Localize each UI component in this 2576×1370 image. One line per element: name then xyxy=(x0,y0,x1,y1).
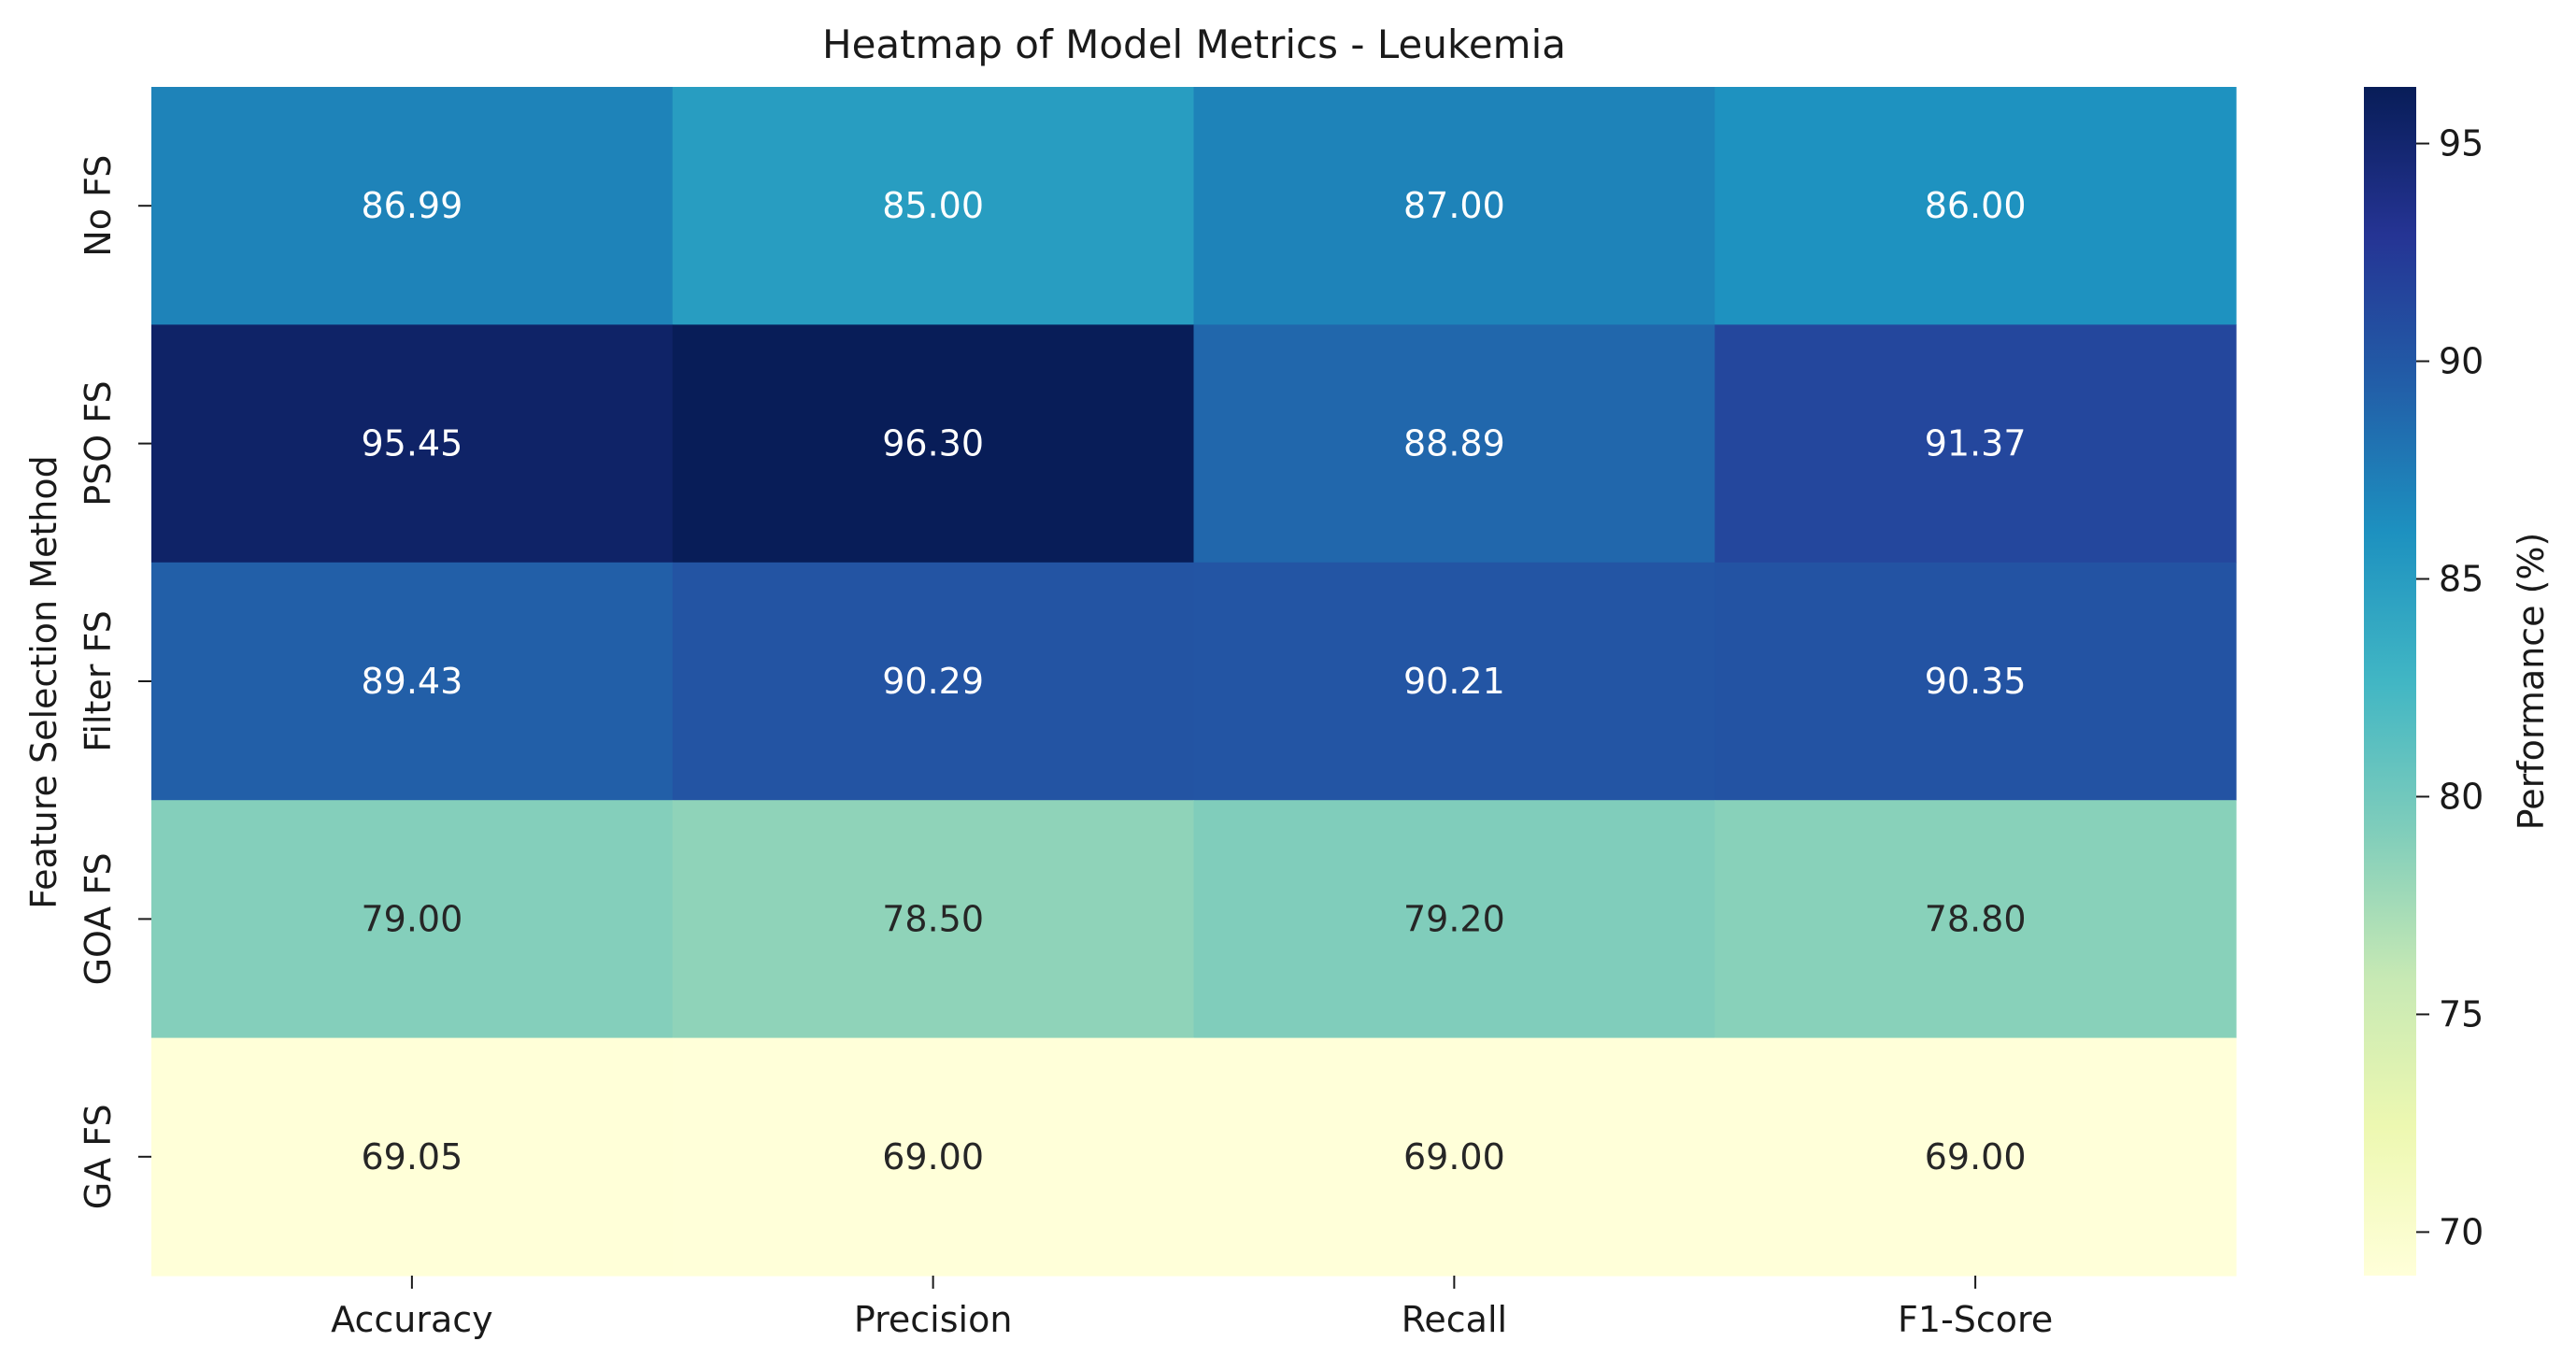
cell-value-label: 78.80 xyxy=(1925,898,2027,939)
y-tick-label: Filter FS xyxy=(78,610,119,752)
heatmap-cell xyxy=(151,1037,674,1277)
cell-value-label: 69.00 xyxy=(1925,1136,2027,1177)
heatmap-cell-labels: 86.99 85.00 87.00 86.00 95.45 96.30 88.89 91.37… xyxy=(361,185,2026,1177)
colorbar xyxy=(2364,87,2416,1276)
cell-value-label: 90.29 xyxy=(882,661,984,702)
colorbar-tick-label: 90 xyxy=(2439,341,2483,382)
heatmap-cell xyxy=(1193,800,1715,1039)
heatmap-cell xyxy=(672,87,1195,325)
colorbar-tick-label: 85 xyxy=(2439,559,2483,600)
heatmap-cell xyxy=(1715,562,2237,801)
colorbar-ticks: 70 75 80 85 90 95 xyxy=(2416,123,2483,1252)
heatmap-cell xyxy=(151,562,674,801)
colorbar-tick-label: 80 xyxy=(2439,776,2483,817)
x-axis: Accuracy Precision Recall F1-Score xyxy=(331,1276,2053,1340)
y-axis: No FS PSO FS Filter FS GOA FS GA FS xyxy=(78,155,151,1209)
chart-title: Heatmap of Model Metrics - Leukemia xyxy=(822,21,1566,67)
cell-value-label: 86.99 xyxy=(361,185,463,226)
colorbar-label: Performance (%) xyxy=(2511,533,2552,831)
heatmap-cell xyxy=(1715,324,2237,564)
heatmap-cell xyxy=(1193,324,1715,564)
y-axis-label: Feature Selection Method xyxy=(23,455,64,908)
heatmap-cells xyxy=(151,87,2237,1277)
colorbar-tick-label: 75 xyxy=(2439,993,2483,1035)
heatmap-cell xyxy=(1193,1037,1715,1277)
cell-value-label: 95.45 xyxy=(361,423,463,464)
heatmap-cell xyxy=(1193,87,1715,325)
heatmap-cell xyxy=(1715,87,2237,325)
x-tick-label: Precision xyxy=(854,1299,1013,1340)
heatmap-cell xyxy=(672,800,1195,1039)
cell-value-label: 78.50 xyxy=(882,898,984,939)
x-tick-label: Recall xyxy=(1402,1299,1507,1340)
cell-value-label: 96.30 xyxy=(882,423,984,464)
colorbar-tick-label: 70 xyxy=(2439,1211,2483,1252)
cell-value-label: 69.00 xyxy=(1403,1136,1505,1177)
heatmap-cell xyxy=(1715,1037,2237,1277)
heatmap-cell xyxy=(672,1037,1195,1277)
cell-value-label: 91.37 xyxy=(1925,423,2027,464)
x-tick-label: Accuracy xyxy=(331,1299,493,1340)
cell-value-label: 87.00 xyxy=(1403,185,1505,226)
heatmap-cell xyxy=(151,87,674,325)
y-tick-label: GA FS xyxy=(78,1104,119,1209)
heatmap-cell xyxy=(672,562,1195,801)
cell-value-label: 69.00 xyxy=(882,1136,984,1177)
y-tick-label: GOA FS xyxy=(78,852,119,985)
cell-value-label: 86.00 xyxy=(1925,185,2027,226)
x-tick-label: F1-Score xyxy=(1898,1299,2053,1340)
y-tick-label: PSO FS xyxy=(78,380,119,506)
cell-value-label: 85.00 xyxy=(882,185,984,226)
cell-value-label: 79.00 xyxy=(361,898,463,939)
cell-value-label: 88.89 xyxy=(1403,423,1505,464)
heatmap-cell xyxy=(151,324,674,564)
cell-value-label: 89.43 xyxy=(361,661,463,702)
colorbar-tick-label: 95 xyxy=(2439,123,2483,164)
heatmap-cell xyxy=(1715,800,2237,1039)
y-tick-label: No FS xyxy=(78,155,119,257)
heatmap-cell xyxy=(672,324,1195,564)
cell-value-label: 79.20 xyxy=(1403,898,1505,939)
heatmap-cell xyxy=(151,800,674,1039)
cell-value-label: 69.05 xyxy=(361,1136,463,1177)
heatmap-cell xyxy=(1193,562,1715,801)
cell-value-label: 90.35 xyxy=(1925,661,2027,702)
cell-value-label: 90.21 xyxy=(1403,661,1505,702)
